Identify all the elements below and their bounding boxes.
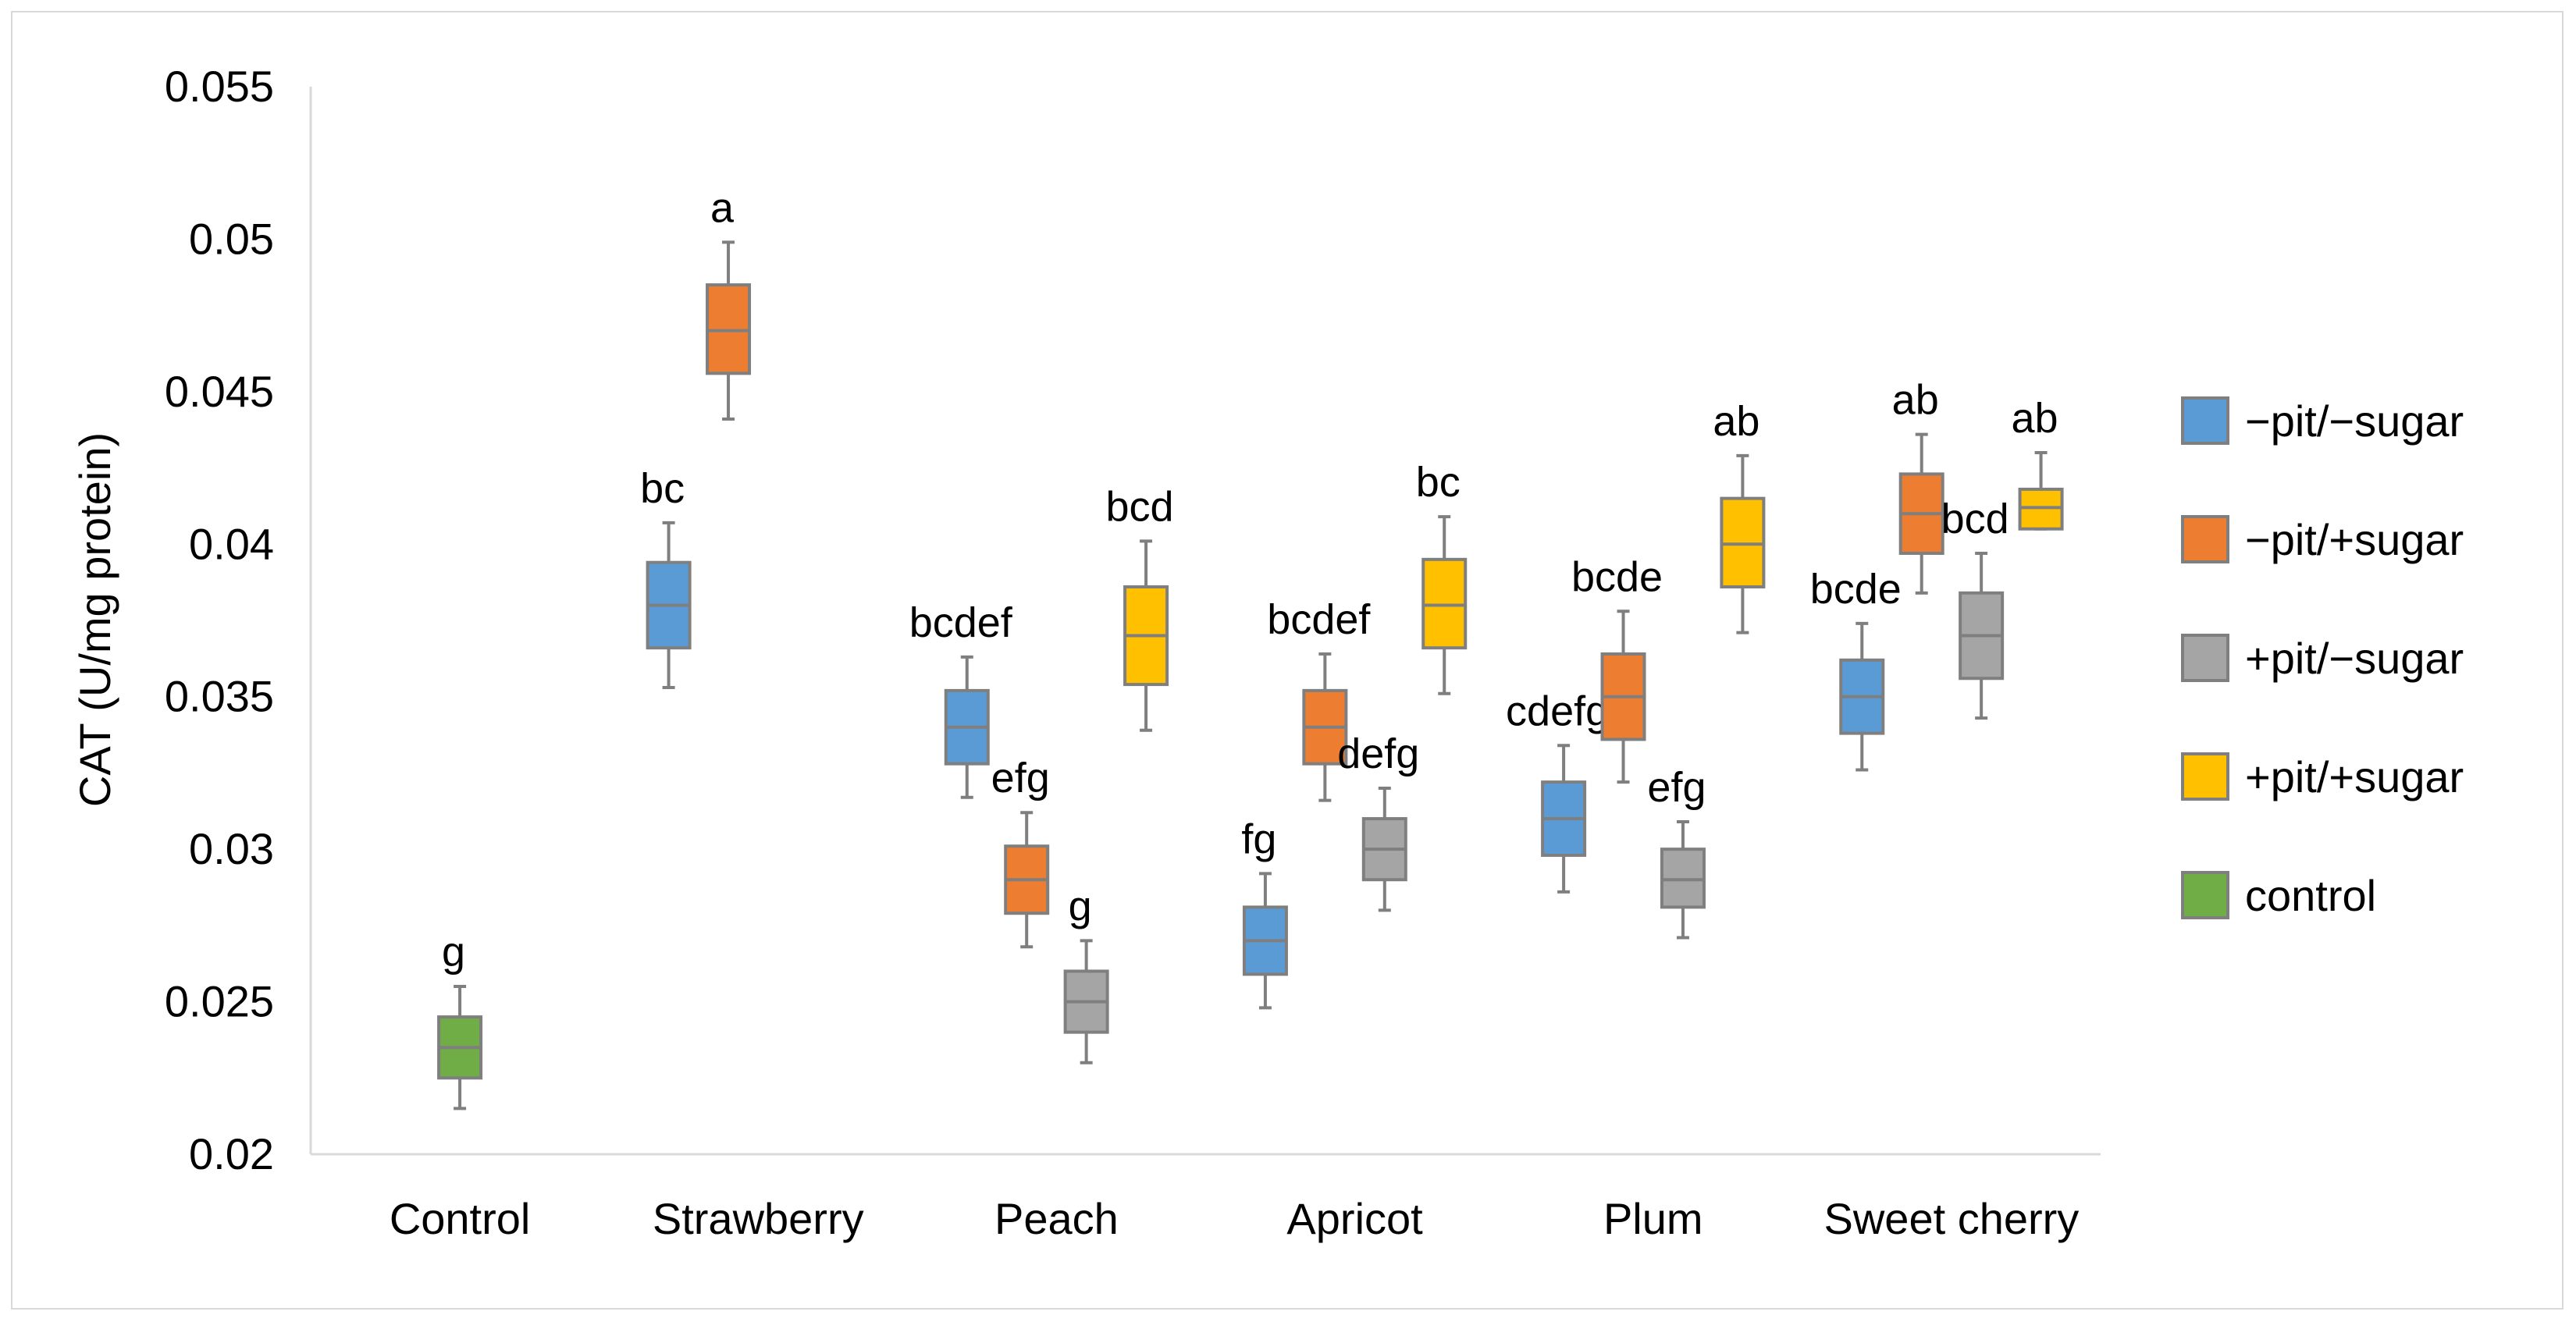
legend-label: −pit/+sugar	[2245, 515, 2464, 564]
box-sweet-cherry-plus-pit-plus-sugar: ab	[2012, 395, 2064, 531]
significance-label: ab	[2012, 395, 2058, 442]
legend-swatch	[2181, 752, 2229, 801]
x-tick-label: Control	[390, 1194, 531, 1243]
legend-swatch	[2181, 515, 2229, 563]
axes	[309, 87, 2101, 1156]
box-peach-plus-pit-minus-sugar: g	[1063, 883, 1109, 1064]
legend-swatch	[2181, 634, 2229, 682]
x-tick-label: Apricot	[1286, 1194, 1423, 1243]
y-tick-label: 0.045	[165, 367, 274, 416]
significance-label: bcd	[1941, 496, 2009, 542]
significance-label: bc	[640, 465, 685, 512]
y-axis-label: CAT (U/mg protein)	[70, 432, 119, 807]
x-tick-label: Peach	[994, 1194, 1119, 1243]
box-plum-plus-pit-minus-sugar: efg	[1647, 764, 1706, 940]
significance-label: bcdef	[909, 599, 1013, 646]
box-apricot-plus-pit-minus-sugar: defg	[1337, 730, 1419, 912]
y-tick-label: 0.03	[189, 824, 274, 873]
y-tick-label: 0.035	[165, 672, 274, 721]
boxes: g bc a bcdef efg g bcd fg bcdef defg bc cdefg bcde ef…	[437, 184, 2064, 1111]
legend-swatch	[2181, 871, 2229, 919]
y-tick-label: 0.05	[189, 214, 274, 263]
significance-label: bcd	[1106, 483, 1174, 530]
significance-label: g	[1069, 883, 1092, 929]
box-sweet-cherry-plus-pit-minus-sugar: bcd	[1941, 496, 2009, 720]
legend-item-minus-pit-minus-sugar: −pit/−sugar	[2181, 396, 2464, 446]
y-tick-label: 0.025	[165, 977, 274, 1026]
legend-item-plus-pit-minus-sugar: +pit/−sugar	[2181, 634, 2464, 683]
significance-label: efg	[1647, 764, 1706, 811]
legend-item-control: control	[2181, 871, 2376, 920]
significance-label: efg	[991, 755, 1050, 801]
box-control-control: g	[437, 929, 483, 1111]
box-apricot-minus-pit-plus-sugar: bcdef	[1267, 596, 1371, 802]
x-tick-labels: Control Strawberry Peach Apricot Plum Sweet c…	[390, 1194, 2079, 1243]
legend-item-minus-pit-plus-sugar: −pit/+sugar	[2181, 515, 2464, 564]
y-tick-label: 0.055	[165, 62, 274, 111]
significance-label: fg	[1241, 816, 1276, 862]
significance-label: ab	[1892, 377, 1939, 424]
legend-label: −pit/−sugar	[2245, 396, 2464, 446]
significance-label: ab	[1713, 398, 1759, 445]
x-tick-label: Plum	[1603, 1194, 1703, 1243]
box-sweet-cherry-minus-pit-minus-sugar: bcde	[1810, 566, 1902, 772]
box-strawberry-minus-pit-plus-sugar: a	[706, 184, 752, 421]
legend-label: +pit/+sugar	[2245, 752, 2464, 801]
legend-item-plus-pit-plus-sugar: +pit/+sugar	[2181, 752, 2464, 801]
box-plum-plus-pit-plus-sugar: ab	[1713, 398, 1766, 634]
box-apricot-plus-pit-plus-sugar: bc	[1416, 459, 1468, 695]
x-tick-label: Sweet cherry	[1824, 1194, 2080, 1243]
box-strawberry-minus-pit-minus-sugar: bc	[640, 465, 692, 689]
significance-label: bc	[1416, 459, 1461, 506]
chart-frame: 0.02 0.025 0.03 0.035 0.04 0.045 0.05 0.055 Con…	[11, 11, 2564, 1310]
legend: −pit/−sugar −pit/+sugar +pit/−sugar +pit/+s…	[2181, 396, 2464, 920]
box-apricot-minus-pit-minus-sugar: fg	[1241, 816, 1288, 1010]
legend-label: control	[2245, 871, 2376, 920]
significance-label: bcde	[1810, 566, 1902, 613]
box-plum-minus-pit-plus-sugar: bcde	[1571, 553, 1663, 784]
box-peach-minus-pit-minus-sugar: bcdef	[909, 599, 1013, 799]
y-tick-labels: 0.02 0.025 0.03 0.035 0.04 0.045 0.05 0.055	[165, 62, 274, 1178]
x-tick-label: Strawberry	[653, 1194, 864, 1243]
box-plum-minus-pit-minus-sugar: cdefg	[1506, 688, 1609, 894]
significance-label: defg	[1337, 730, 1419, 777]
legend-label: +pit/−sugar	[2245, 634, 2464, 683]
significance-label: a	[710, 184, 735, 231]
significance-label: cdefg	[1506, 688, 1609, 734]
significance-label: bcdef	[1267, 596, 1371, 643]
box-peach-minus-pit-plus-sugar: efg	[991, 755, 1050, 949]
y-tick-label: 0.02	[189, 1129, 274, 1178]
legend-swatch	[2181, 396, 2229, 445]
box-peach-plus-pit-plus-sugar: bcd	[1106, 483, 1174, 732]
significance-label: g	[442, 929, 465, 976]
y-tick-label: 0.04	[189, 519, 274, 568]
box-sweet-cherry-minus-pit-plus-sugar: ab	[1892, 377, 1944, 595]
box-plot-chart: 0.02 0.025 0.03 0.035 0.04 0.045 0.05 0.055 Con…	[70, 62, 2464, 1243]
significance-label: bcde	[1571, 553, 1663, 600]
